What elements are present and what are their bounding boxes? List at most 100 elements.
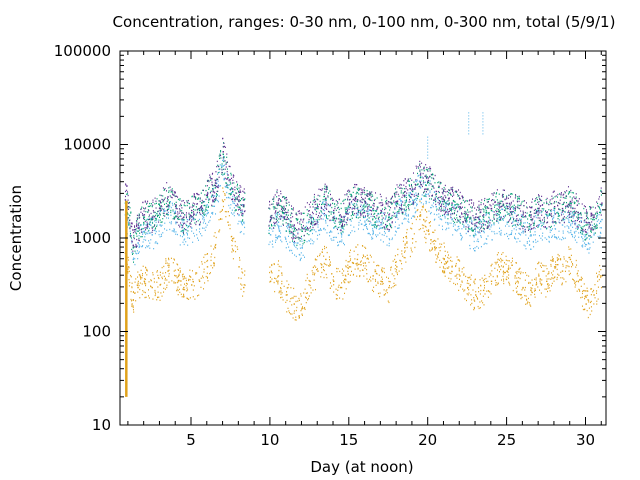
data-point: [167, 199, 169, 201]
data-point: [177, 217, 179, 219]
data-point: [387, 203, 389, 205]
data-point: [270, 270, 272, 272]
data-point: [295, 237, 297, 239]
data-point: [396, 191, 398, 193]
data-point: [576, 241, 578, 244]
data-point: [340, 221, 342, 224]
data-point: [485, 213, 487, 215]
data-point: [396, 273, 398, 276]
data-point: [453, 212, 455, 214]
data-point: [365, 223, 367, 225]
data-point: [148, 245, 150, 247]
data-point: [435, 261, 437, 264]
data-point: [189, 223, 191, 225]
data-point: [538, 201, 540, 203]
data-point: [558, 208, 560, 210]
data-point: [581, 277, 583, 280]
data-point: [467, 280, 469, 282]
data-point: [312, 232, 314, 235]
data-point: [446, 222, 448, 224]
data-point: [557, 263, 559, 266]
data-point: [395, 201, 397, 203]
data-point: [151, 205, 153, 208]
data-point: [495, 209, 497, 212]
data-point: [340, 225, 342, 227]
data-point: [568, 227, 570, 229]
data-point: [380, 195, 382, 198]
data-point: [296, 218, 298, 221]
data-point: [349, 193, 351, 195]
data-point: [588, 235, 590, 237]
data-point: [455, 265, 457, 268]
data-point: [580, 285, 582, 287]
data-point: [526, 242, 528, 244]
data-point: [443, 190, 445, 192]
data-point: [541, 224, 543, 227]
data-point: [347, 266, 349, 269]
data-point: [560, 192, 562, 194]
data-point: [317, 226, 319, 228]
data-point: [337, 202, 339, 204]
data-point: [591, 236, 593, 238]
data-point: [338, 208, 340, 211]
data-point: [443, 208, 445, 210]
data-point: [344, 274, 346, 277]
data-point: [388, 205, 390, 208]
data-point: [221, 218, 223, 220]
data-point: [363, 208, 365, 210]
data-point: [167, 214, 169, 216]
data-point: [169, 221, 171, 224]
data-point: [502, 204, 504, 206]
data-point: [129, 222, 131, 224]
data-point: [213, 248, 215, 250]
data-point: [553, 280, 555, 282]
data-point: [542, 204, 544, 206]
data-point: [410, 249, 412, 251]
data-point: [405, 210, 407, 212]
data-point: [442, 270, 444, 272]
data-point: [192, 289, 194, 291]
data-point: [425, 237, 427, 240]
data-point: [444, 246, 446, 248]
data-point: [498, 202, 501, 204]
data-point: [139, 274, 141, 276]
data-point: [220, 157, 222, 159]
data-point: [471, 229, 473, 232]
data-point: [463, 226, 465, 228]
data-point: [590, 218, 592, 220]
data-point: [276, 236, 278, 239]
data-point: [152, 274, 154, 276]
data-point: [500, 216, 502, 218]
data-point: [444, 275, 446, 277]
data-point: [388, 242, 390, 245]
data-point: [130, 290, 132, 293]
data-point: [307, 213, 309, 215]
data-point: [411, 222, 413, 225]
data-point: [391, 237, 393, 239]
data-point: [577, 228, 579, 230]
data-point: [591, 229, 593, 231]
data-point: [441, 219, 443, 221]
data-point: [175, 223, 177, 225]
data-point: [423, 219, 425, 221]
data-point: [597, 275, 599, 277]
data-point: [450, 222, 452, 224]
data-point: [203, 201, 205, 203]
data-point: [582, 290, 584, 292]
data-point: [306, 209, 308, 211]
data-point: [506, 232, 508, 235]
data-point: [306, 232, 308, 235]
data-point: [447, 213, 449, 215]
data-point: [149, 223, 151, 226]
data-point: [193, 211, 195, 213]
data-point: [196, 234, 198, 236]
data-point: [343, 281, 345, 283]
data-point: [231, 235, 233, 238]
data-point: [530, 287, 532, 289]
data-point: [511, 212, 513, 214]
data-point: [239, 257, 241, 259]
data-point: [598, 271, 600, 273]
data-point: [469, 217, 471, 220]
data-point: [408, 184, 410, 186]
data-point: [348, 202, 351, 204]
